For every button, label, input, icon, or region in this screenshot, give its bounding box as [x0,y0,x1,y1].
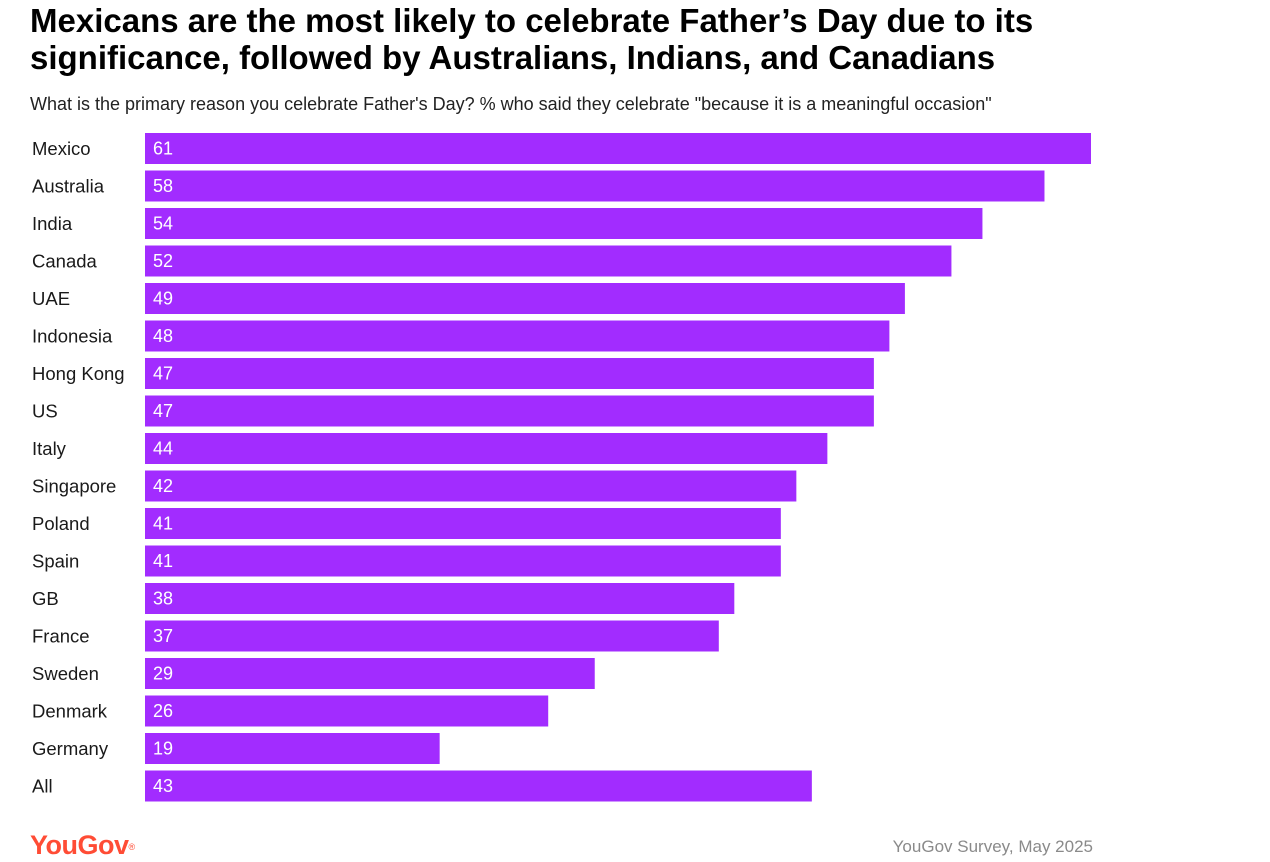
value-label: 54 [153,214,173,234]
category-label: Sweden [32,663,99,684]
value-label: 58 [153,176,173,196]
category-label: Indonesia [32,326,113,347]
category-label: Canada [32,251,98,272]
bar [145,358,874,389]
value-label: 47 [153,364,173,384]
bar [145,433,828,464]
value-label: 48 [153,326,173,346]
category-label: Spain [32,551,79,572]
category-label: India [32,213,73,234]
category-label: Italy [32,438,67,459]
bar [145,245,952,277]
chart-subtitle: What is the primary reason you celebrate… [30,94,992,114]
bar [145,283,905,314]
category-label: Poland [32,513,90,534]
value-label: 61 [153,139,173,159]
value-label: 47 [153,401,173,421]
value-label: 41 [153,551,173,571]
bar [145,320,890,352]
value-label: 29 [153,664,173,684]
bar [145,620,719,652]
bar [145,508,781,539]
bar [145,208,983,239]
chart-title: Mexicans are the most likely to celebrat… [30,2,1034,76]
bar [145,583,735,614]
category-label: France [32,626,90,647]
bar [145,170,1045,202]
bar [145,395,874,427]
bar [145,133,1091,164]
category-label: Singapore [32,476,116,497]
logo-text: YouGov [30,830,129,860]
value-label: 44 [153,439,173,459]
value-label: 43 [153,776,173,796]
category-label: Australia [32,176,105,197]
value-label: 26 [153,701,173,721]
category-label: US [32,401,58,422]
bar [145,470,797,502]
bar [145,545,781,577]
value-label: 38 [153,589,173,609]
value-label: 41 [153,514,173,534]
category-label: GB [32,588,59,609]
value-label: 37 [153,626,173,646]
category-label: Denmark [32,701,108,722]
value-label: 52 [153,251,173,271]
category-label: All [32,776,53,797]
value-label: 19 [153,739,173,759]
logo-registered-mark: ® [128,842,136,852]
category-label: Mexico [32,138,91,159]
bar [145,695,549,727]
yougov-logo: YouGov® [30,828,135,862]
source-note: YouGov Survey, May 2025 [892,837,1093,856]
bar [145,658,595,689]
bar [145,770,812,802]
category-label: Germany [32,738,109,759]
bar [145,733,440,764]
category-label: Hong Kong [32,363,125,384]
value-label: 49 [153,289,173,309]
category-label: UAE [32,288,70,309]
value-label: 42 [153,476,173,496]
